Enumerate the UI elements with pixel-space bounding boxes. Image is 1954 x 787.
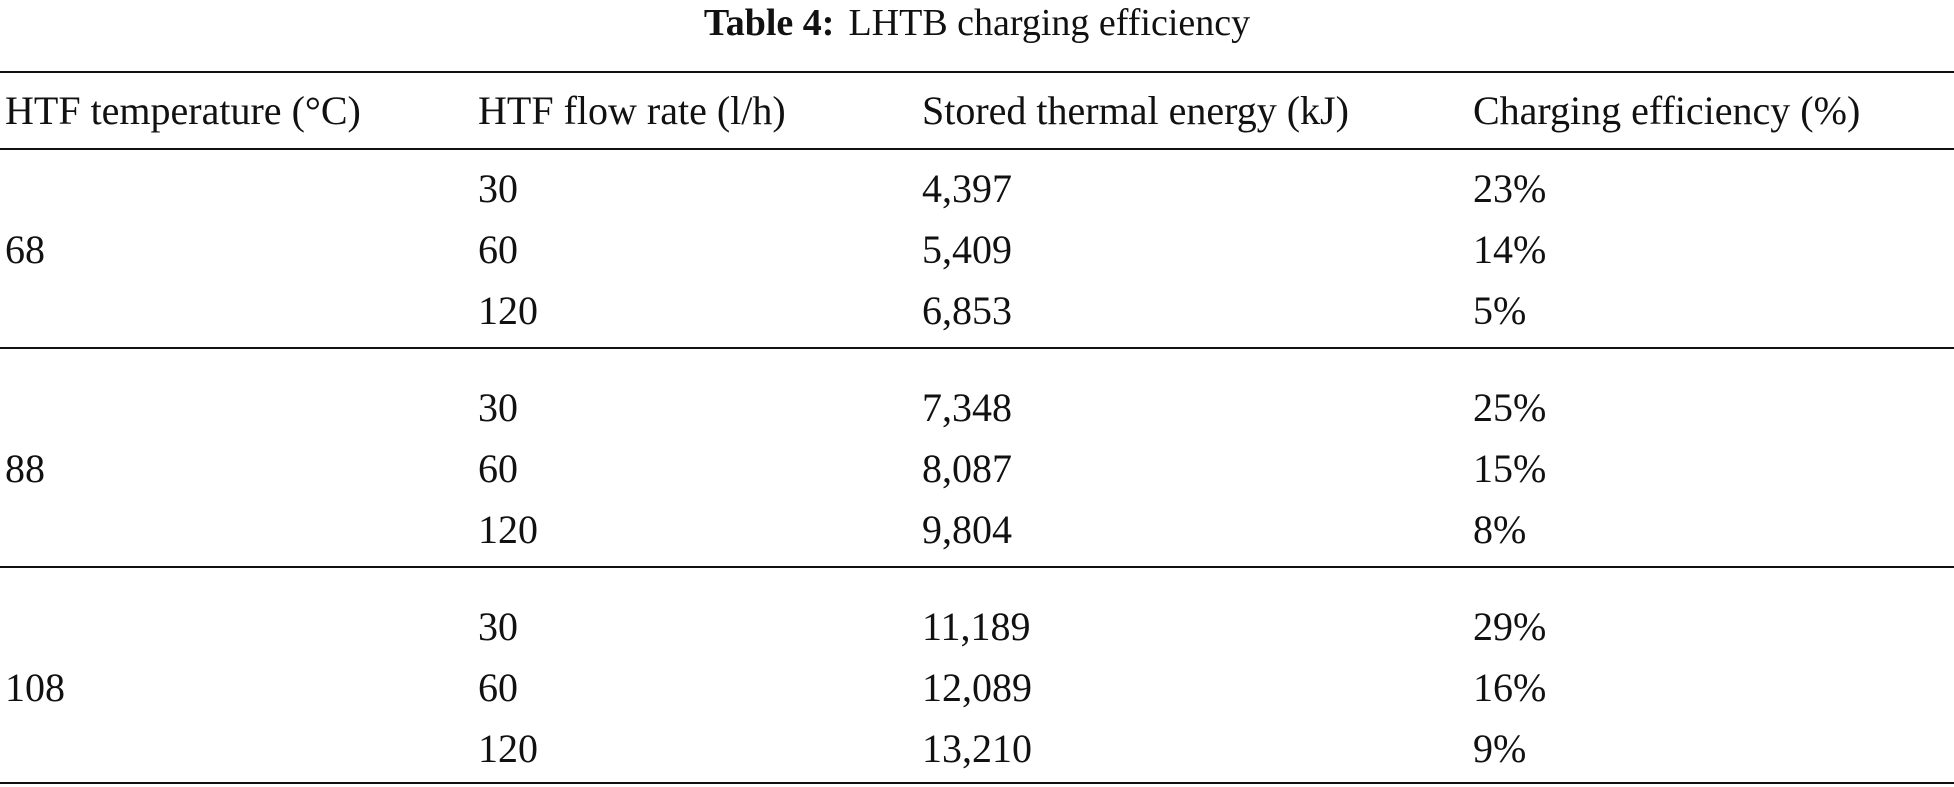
flow-rate-cell: 60: [478, 665, 518, 710]
efficiency-cell: 15%: [1473, 446, 1547, 491]
stored-energy-cell: 11,189: [922, 604, 1031, 649]
caption-title: LHTB charging efficiency: [848, 2, 1251, 44]
flow-rate-cell: 30: [478, 385, 518, 430]
group-temperature: 88: [5, 446, 45, 491]
efficiency-cell: 8%: [1473, 507, 1527, 552]
group-divider: [0, 566, 1954, 568]
header-stored-energy: Stored thermal energy (kJ): [922, 88, 1349, 133]
stored-energy-cell: 12,089: [922, 665, 1032, 710]
efficiency-cell: 25%: [1473, 385, 1547, 430]
header-rule: [0, 148, 1954, 150]
flow-rate-cell: 60: [478, 227, 518, 272]
stored-energy-cell: 5,409: [922, 227, 1012, 272]
group-divider: [0, 347, 1954, 349]
flow-rate-cell: 120: [478, 507, 538, 552]
header-flow-rate: HTF flow rate (l/h): [478, 88, 786, 133]
flow-rate-cell: 120: [478, 288, 538, 333]
flow-rate-cell: 120: [478, 726, 538, 771]
group-temperature: 108: [5, 665, 65, 710]
group-temperature: 68: [5, 227, 45, 272]
efficiency-cell: 29%: [1473, 604, 1547, 649]
stored-energy-cell: 9,804: [922, 507, 1012, 552]
table-caption: Table 4: LHTB charging efficiency: [0, 2, 1954, 44]
header-temperature: HTF temperature (°C): [5, 88, 361, 133]
stored-energy-cell: 4,397: [922, 166, 1012, 211]
header-efficiency: Charging efficiency (%): [1473, 88, 1861, 133]
caption-label: Table 4:: [703, 2, 835, 44]
efficiency-cell: 16%: [1473, 665, 1547, 710]
efficiency-cell: 23%: [1473, 166, 1547, 211]
flow-rate-cell: 30: [478, 604, 518, 649]
efficiency-cell: 9%: [1473, 726, 1527, 771]
stored-energy-cell: 7,348: [922, 385, 1012, 430]
efficiency-cell: 14%: [1473, 227, 1547, 272]
efficiency-cell: 5%: [1473, 288, 1527, 333]
flow-rate-cell: 60: [478, 446, 518, 491]
top-rule: [0, 71, 1954, 73]
stored-energy-cell: 8,087: [922, 446, 1012, 491]
stored-energy-cell: 13,210: [922, 726, 1032, 771]
stored-energy-cell: 6,853: [922, 288, 1012, 333]
flow-rate-cell: 30: [478, 166, 518, 211]
bottom-rule: [0, 782, 1954, 784]
